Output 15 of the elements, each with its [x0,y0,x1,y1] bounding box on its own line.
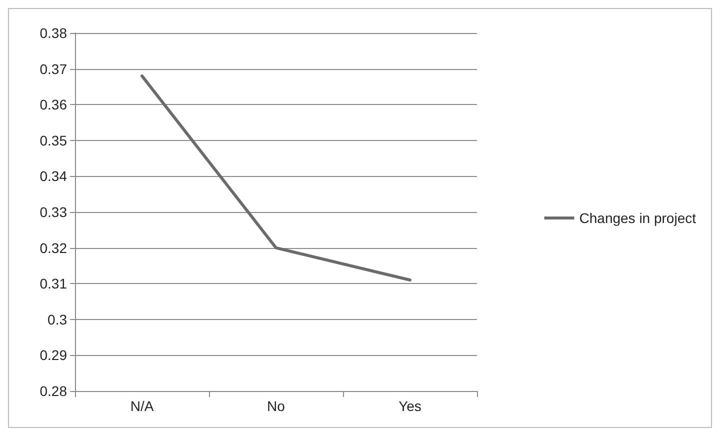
y-tick-label: 0.29 [40,347,68,364]
y-tick-label: 0.34 [40,168,68,184]
y-tick-label: 0.37 [40,60,68,77]
x-tick-label: Yes [398,398,422,414]
x-tick-label: No [267,398,286,414]
x-tick-label: N/A [130,398,154,414]
y-tick-label: 0.28 [40,383,68,399]
y-tick-label: 0.32 [40,240,68,256]
y-tick-label: 0.36 [40,96,68,113]
y-tick-label: 0.31 [40,276,68,292]
y-tick-label: 0.33 [40,204,68,220]
y-tick-label: 0.3 [48,311,68,328]
y-tick-label: 0.35 [40,132,68,148]
legend-label: Changes in project [579,210,696,226]
y-tick-label: 0.38 [40,25,68,41]
